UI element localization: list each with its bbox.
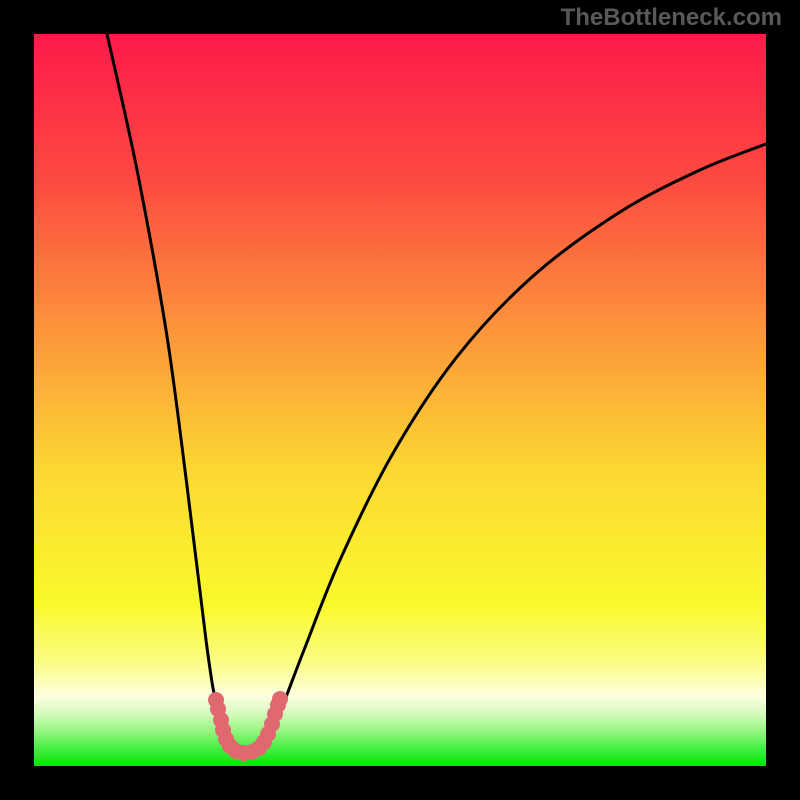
chart-container: TheBottleneck.com [0,0,800,800]
curve-left-branch [107,34,228,744]
marker-dot [272,691,288,707]
curve-right-branch [264,144,766,744]
marker-cluster [208,691,288,761]
curve-overlay [0,0,800,800]
